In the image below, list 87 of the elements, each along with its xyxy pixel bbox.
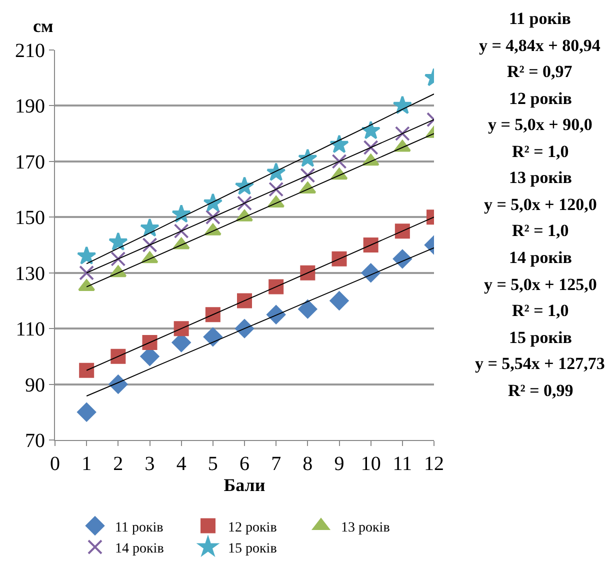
x-tick-label: 0 — [50, 453, 60, 475]
point — [300, 168, 316, 183]
y-tick-label: 70 — [25, 430, 45, 452]
point — [172, 204, 191, 223]
point — [110, 251, 126, 266]
text: y = 5,54x + 127,73 — [475, 354, 605, 373]
point — [174, 224, 189, 239]
x-tick-label: 7 — [271, 453, 282, 475]
text: 12 років — [509, 89, 572, 108]
legend-label: 15 років — [228, 541, 278, 556]
text: y = 5,0x + 120,0 — [484, 195, 597, 214]
x-tick-label: 2 — [113, 453, 124, 475]
point — [237, 196, 252, 211]
point — [234, 176, 254, 195]
point — [203, 327, 222, 346]
point — [266, 305, 286, 324]
point — [108, 374, 128, 394]
point — [76, 246, 96, 264]
x-tick-label: 8 — [302, 453, 313, 475]
y-tick-label: 130 — [15, 262, 45, 285]
text: y = 5,0x + 125,0 — [484, 275, 597, 294]
point — [394, 126, 410, 142]
legend-label: 14 років — [115, 541, 164, 556]
text: y = 5,0x + 90,0 — [488, 115, 592, 134]
point — [203, 193, 223, 212]
text: R² = 0,99 — [508, 381, 574, 400]
point — [392, 96, 412, 114]
point — [142, 238, 158, 252]
point — [110, 348, 126, 364]
text: R² = 0,97 — [507, 62, 573, 81]
point — [108, 232, 128, 251]
x-tick-label: 5 — [208, 453, 218, 475]
point — [174, 321, 189, 336]
point — [361, 263, 380, 282]
point — [237, 293, 252, 308]
point — [140, 218, 160, 237]
legend-label: 13 років — [341, 520, 390, 536]
point — [298, 148, 318, 167]
x-tick-label: 12 — [424, 453, 444, 475]
point — [77, 402, 96, 422]
text: 14 років — [509, 248, 572, 267]
x-tick-label: 4 — [176, 453, 186, 475]
text: y = 4,84x + 80,94 — [479, 36, 601, 55]
y-tick-label: 150 — [15, 207, 45, 230]
point — [205, 210, 220, 225]
text: R² = 1,0 — [512, 221, 569, 240]
y-tick-label: 110 — [16, 318, 45, 341]
x-tick-label: 1 — [82, 453, 92, 475]
x-tick-label: 11 — [392, 453, 412, 475]
point — [235, 319, 254, 338]
point — [363, 238, 378, 252]
point — [268, 182, 284, 197]
point — [79, 265, 94, 280]
x-tick-label: 9 — [334, 453, 344, 475]
y-axis-title: см — [33, 16, 54, 36]
point — [332, 251, 347, 266]
point — [300, 265, 316, 280]
point — [392, 249, 412, 268]
point — [361, 120, 380, 140]
text: R² = 1,0 — [512, 142, 569, 161]
text: 11 років — [509, 9, 571, 28]
y-tick-label: 190 — [15, 96, 45, 118]
y-tick-label: 90 — [25, 374, 45, 396]
point — [330, 134, 349, 154]
point — [78, 279, 96, 292]
point — [332, 154, 347, 169]
y-tick-label: 170 — [15, 151, 45, 174]
point — [79, 362, 94, 378]
x-tick-label: 3 — [144, 453, 155, 475]
point — [268, 279, 284, 294]
legend-label: 11 років — [115, 520, 164, 536]
point — [363, 140, 378, 155]
point — [394, 224, 410, 239]
x-tick-label: 6 — [240, 453, 250, 475]
x-tick-label: 10 — [360, 453, 381, 475]
point — [298, 300, 318, 319]
text: R² = 1,0 — [512, 301, 569, 320]
legend-label: 12 років — [228, 520, 278, 536]
point — [330, 291, 349, 310]
text: 13 років — [509, 168, 572, 187]
y-tick-label: 210 — [15, 40, 45, 62]
text: 15 років — [509, 328, 572, 347]
point — [142, 335, 158, 350]
point — [205, 307, 220, 322]
x-axis-title: Бали — [224, 475, 266, 496]
line-series — [86, 119, 434, 274]
point — [266, 162, 286, 181]
